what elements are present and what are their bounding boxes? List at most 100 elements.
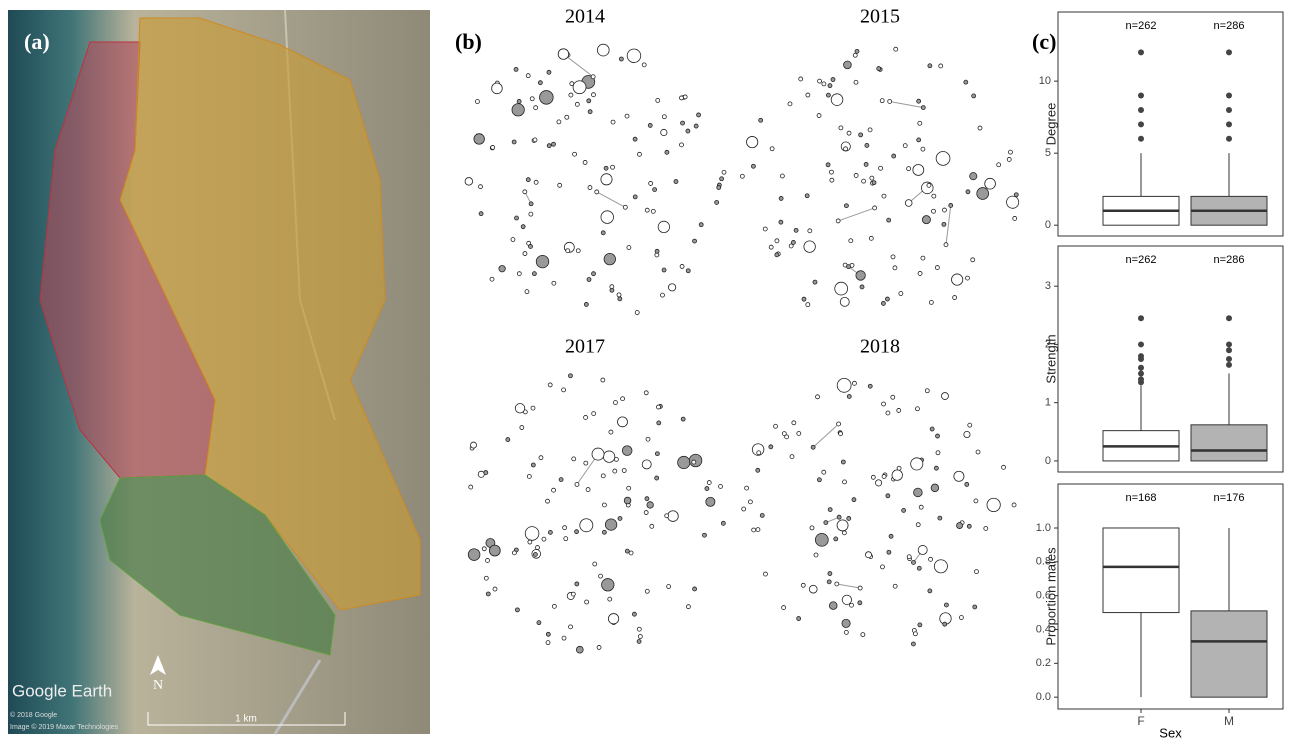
network-node bbox=[644, 391, 648, 395]
network-node bbox=[539, 456, 543, 460]
network-node bbox=[604, 253, 615, 264]
network-node bbox=[603, 451, 614, 462]
network-node bbox=[546, 641, 550, 645]
network-node bbox=[538, 81, 542, 85]
network-node bbox=[660, 293, 664, 297]
network-node bbox=[637, 627, 641, 631]
network-node bbox=[559, 478, 563, 482]
network-node bbox=[782, 606, 786, 610]
network-node bbox=[637, 152, 641, 156]
network-node bbox=[742, 507, 746, 511]
network-node bbox=[484, 576, 488, 580]
network-node bbox=[627, 49, 641, 63]
y-tick-label: 0.6 bbox=[1036, 590, 1051, 602]
outlier bbox=[1226, 315, 1232, 321]
network-node bbox=[914, 488, 923, 497]
network-node bbox=[515, 403, 524, 412]
network-node bbox=[887, 218, 891, 222]
network-node bbox=[611, 120, 615, 124]
network-node bbox=[782, 432, 786, 436]
network-node bbox=[575, 482, 579, 486]
network-node bbox=[533, 138, 537, 142]
panel-label: (b) bbox=[455, 29, 482, 54]
network-node bbox=[891, 255, 895, 259]
network-node bbox=[706, 497, 715, 506]
outlier bbox=[1138, 315, 1144, 321]
network-node bbox=[769, 445, 773, 449]
network-node bbox=[905, 200, 912, 207]
network-node bbox=[822, 470, 826, 474]
network-node bbox=[569, 625, 573, 629]
y-tick-label: 2 bbox=[1045, 338, 1051, 350]
network-node bbox=[917, 138, 921, 142]
network-node bbox=[552, 281, 556, 285]
network-node bbox=[756, 528, 760, 532]
network-node bbox=[858, 586, 862, 590]
network-node bbox=[967, 524, 971, 528]
network-node bbox=[815, 533, 828, 546]
network-node bbox=[542, 537, 546, 541]
network-node bbox=[942, 222, 946, 226]
outlier bbox=[1226, 356, 1232, 362]
box bbox=[1191, 611, 1267, 697]
network-node bbox=[885, 297, 889, 301]
network-node bbox=[808, 229, 812, 233]
network-node bbox=[847, 394, 851, 398]
network-node bbox=[858, 601, 862, 605]
outlier bbox=[1226, 121, 1232, 127]
network-node bbox=[591, 75, 595, 79]
network-title: 2017 bbox=[565, 336, 605, 358]
network-node bbox=[490, 277, 494, 281]
network-node bbox=[868, 384, 872, 388]
network-title: 2018 bbox=[860, 336, 900, 358]
network-node bbox=[1002, 465, 1006, 469]
network-node bbox=[788, 102, 792, 106]
network-node bbox=[977, 188, 989, 200]
network-node bbox=[865, 552, 871, 558]
network-node bbox=[842, 595, 851, 604]
copyright: Image © 2019 Maxar Technologies bbox=[10, 723, 119, 731]
network-node bbox=[668, 511, 679, 522]
network-node bbox=[964, 80, 968, 84]
network-node bbox=[642, 460, 651, 469]
network-node bbox=[680, 143, 684, 147]
outlier bbox=[1226, 347, 1232, 353]
outlier bbox=[1138, 371, 1144, 377]
network-node bbox=[912, 560, 916, 564]
network-node bbox=[929, 557, 933, 561]
network-node bbox=[515, 608, 519, 612]
network-edge bbox=[837, 584, 860, 588]
network-node bbox=[552, 488, 556, 492]
network-node bbox=[839, 126, 843, 130]
network-node bbox=[1014, 193, 1018, 197]
network-node bbox=[674, 180, 678, 184]
network-node bbox=[936, 434, 940, 438]
network-node bbox=[521, 225, 525, 229]
network-node bbox=[842, 619, 850, 627]
network-node bbox=[828, 84, 832, 88]
network-node bbox=[951, 274, 962, 285]
network-node bbox=[613, 469, 617, 473]
network-node bbox=[911, 458, 923, 470]
network-node bbox=[645, 208, 649, 212]
network-node bbox=[987, 498, 1000, 511]
network-node bbox=[575, 530, 579, 534]
network-node bbox=[918, 271, 922, 275]
network-node bbox=[533, 552, 537, 556]
network-node bbox=[805, 194, 809, 198]
network-node bbox=[882, 402, 886, 406]
network-node bbox=[512, 104, 524, 116]
network-edge bbox=[838, 208, 874, 221]
network-edge bbox=[946, 205, 951, 244]
network-node bbox=[722, 170, 726, 174]
network-title: 2014 bbox=[565, 6, 605, 28]
outlier bbox=[1138, 365, 1144, 371]
network-node bbox=[880, 565, 884, 569]
network-node bbox=[918, 121, 922, 125]
network-node bbox=[586, 488, 590, 492]
network-node bbox=[526, 74, 530, 78]
network-node bbox=[902, 508, 906, 512]
network-node bbox=[599, 574, 603, 578]
network-node bbox=[534, 180, 538, 184]
